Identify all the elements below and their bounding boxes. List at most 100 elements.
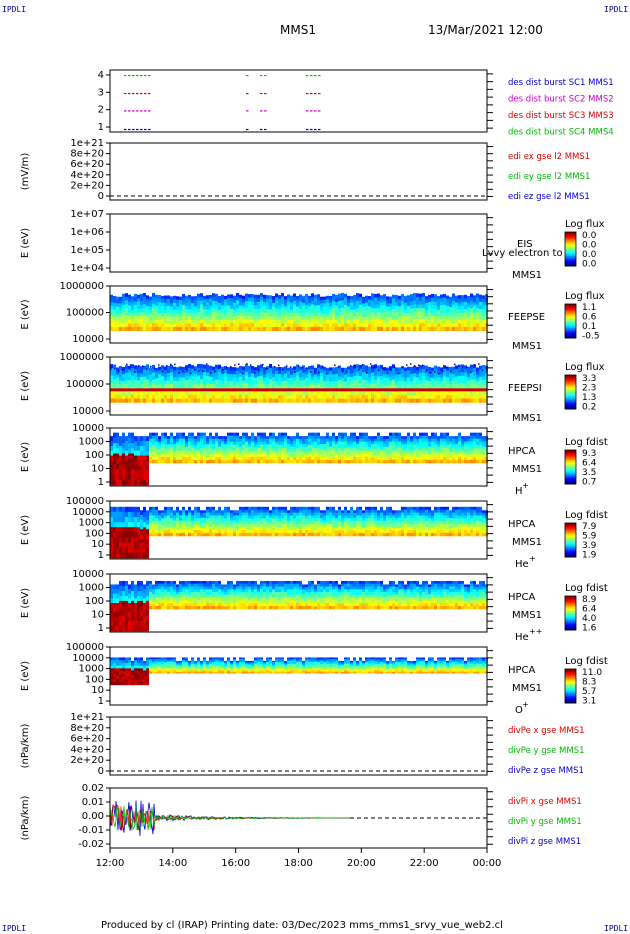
colorbar-title: Log fdist — [565, 437, 608, 448]
heatmap-cell — [479, 438, 482, 443]
heatmap-cell — [158, 520, 161, 524]
heatmap-cell — [302, 530, 305, 534]
heatmap-cell — [245, 450, 248, 455]
heatmap-cell — [446, 326, 449, 331]
heatmap-cell — [128, 547, 131, 554]
heatmap-cell — [458, 323, 461, 328]
heatmap-cell — [191, 398, 194, 403]
heatmap-cell — [374, 390, 377, 396]
heatmap-cell — [389, 398, 392, 403]
heatmap-cell — [386, 446, 389, 450]
heatmap-cell — [275, 521, 278, 525]
heatmap-cell — [110, 522, 113, 528]
heatmap-cell — [251, 518, 254, 522]
heatmap-cell — [230, 316, 233, 321]
heatmap-cell — [260, 383, 263, 388]
heatmap-cell — [317, 532, 320, 537]
heatmap-cell — [263, 301, 266, 306]
colorbar-cell — [565, 263, 576, 266]
heatmap-cell — [389, 384, 392, 389]
heatmap-cell — [449, 460, 452, 464]
heatmap-cell — [404, 446, 407, 450]
heatmap-cell — [245, 300, 248, 306]
heatmap-cell — [284, 373, 287, 378]
heatmap-cell — [173, 391, 176, 396]
heatmap-cell — [206, 441, 209, 445]
heatmap-cell — [353, 364, 356, 370]
heatmap-cell — [323, 323, 326, 328]
heatmap-cell — [128, 298, 131, 303]
heatmap-cell — [236, 523, 239, 527]
heatmap-cell — [134, 297, 137, 302]
heatmap-cell — [416, 300, 419, 305]
heatmap-cell — [143, 383, 146, 389]
heatmap-cell — [275, 530, 278, 534]
heatmap-cell — [320, 530, 323, 534]
heatmap-cell — [254, 452, 257, 456]
heatmap-cell — [260, 432, 263, 437]
heatmap-cell — [293, 380, 296, 385]
heatmap-cell — [368, 391, 371, 396]
heatmap-cell — [305, 452, 308, 456]
heatmap-cell — [272, 450, 275, 455]
heatmap-cell — [221, 377, 224, 382]
heatmap-cell — [425, 394, 428, 400]
heatmap-cell — [212, 527, 215, 531]
heatmap-cell — [308, 435, 311, 440]
heatmap-cell — [452, 370, 455, 375]
heatmap-cell — [464, 319, 467, 324]
heatmap-cell — [392, 459, 395, 464]
heatmap-cell — [275, 308, 278, 313]
heatmap-cell — [125, 470, 128, 476]
heatmap-point — [186, 368, 188, 371]
heatmap-cell — [302, 532, 305, 537]
heatmap-cell — [368, 446, 371, 450]
heatmap-cell — [287, 316, 290, 321]
heatmap-cell — [413, 453, 416, 458]
heatmap-cell — [230, 323, 233, 328]
heatmap-cell — [419, 319, 422, 324]
heatmap-cell — [467, 384, 470, 389]
heatmap-cell — [173, 323, 176, 328]
heatmap-cell — [383, 301, 386, 306]
colorbar-tick-label: 0.0 — [582, 250, 597, 260]
heatmap-cell — [395, 395, 398, 400]
heatmap-cell — [149, 371, 152, 376]
heatmap-cell — [341, 459, 344, 464]
heatmap-cell — [176, 398, 179, 403]
heatmap-cell — [398, 432, 401, 437]
heatmap-cell — [197, 394, 200, 399]
heatmap-cell — [206, 391, 209, 396]
heatmap-cell — [125, 372, 128, 377]
heatmap-cell — [341, 307, 344, 313]
heatmap-cell — [221, 449, 224, 453]
heatmap-cell — [176, 395, 179, 400]
heatmap-cell — [146, 553, 149, 559]
heatmap-cell — [137, 527, 140, 533]
heatmap-cell — [338, 383, 341, 389]
heatmap-cell — [311, 459, 314, 464]
heatmap-cell — [404, 306, 407, 311]
heatmap-cell — [260, 375, 263, 381]
heatmap-cell — [470, 300, 473, 306]
heatmap-cell — [407, 312, 410, 317]
heatmap-cell — [317, 459, 320, 464]
heatmap-cell — [389, 444, 392, 449]
heatmap-cell — [392, 379, 395, 384]
heatmap-cell — [257, 298, 260, 303]
heatmap-cell — [446, 319, 449, 324]
heatmap-cell — [464, 316, 467, 321]
heatmap-cell — [254, 527, 257, 531]
burst-marker — [306, 92, 309, 95]
heatmap-cell — [236, 447, 239, 452]
heatmap-cell — [212, 366, 215, 371]
heatmap-cell — [158, 441, 161, 445]
heatmap-cell — [395, 323, 398, 328]
heatmap-cell — [242, 524, 245, 528]
heatmap-cell — [176, 509, 179, 514]
heatmap-cell — [122, 437, 125, 444]
heatmap-cell — [125, 552, 128, 559]
heatmap-cell — [266, 509, 269, 514]
heatmap-cell — [368, 302, 371, 307]
colorbar-tick-label: 1.1 — [582, 303, 596, 313]
